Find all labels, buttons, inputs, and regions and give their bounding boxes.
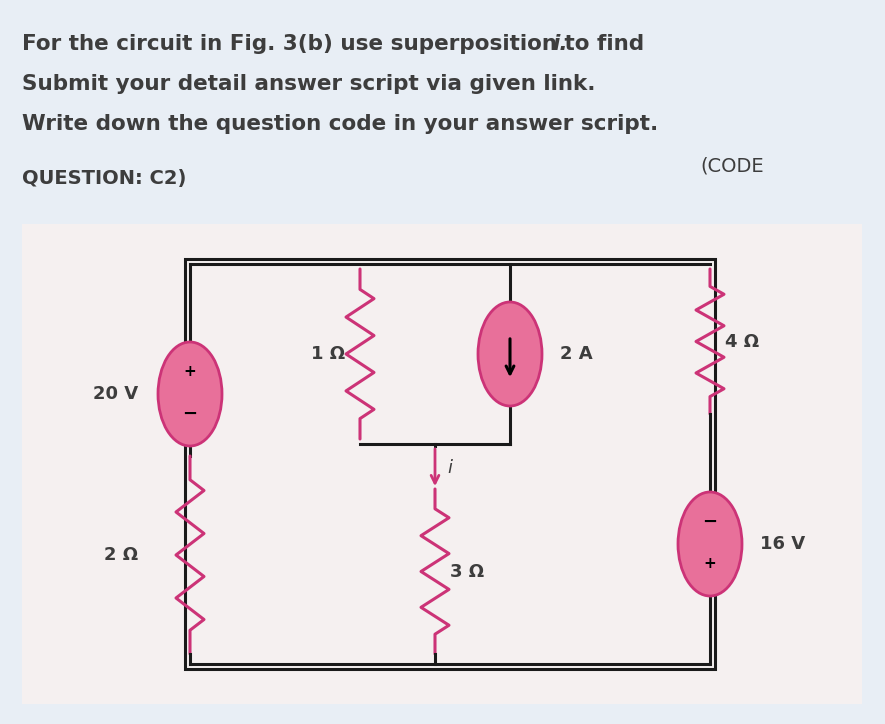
Text: 4 Ω: 4 Ω (725, 333, 759, 351)
Bar (185, 259, 715, 669)
Ellipse shape (158, 342, 222, 446)
Text: 20 V: 20 V (93, 385, 138, 403)
Ellipse shape (478, 302, 542, 406)
Text: QUESTION: C2): QUESTION: C2) (22, 169, 187, 188)
Text: 1 Ω: 1 Ω (311, 345, 345, 363)
FancyBboxPatch shape (22, 224, 862, 704)
Text: 2 A: 2 A (560, 345, 593, 363)
Text: Submit your detail answer script via given link.: Submit your detail answer script via giv… (22, 74, 596, 94)
Text: 3 Ω: 3 Ω (450, 563, 484, 581)
Text: Write down the question code in your answer script.: Write down the question code in your ans… (22, 114, 658, 134)
Text: 2 Ω: 2 Ω (104, 546, 138, 564)
Text: For the circuit in Fig. 3(b) use superposition to find: For the circuit in Fig. 3(b) use superpo… (22, 34, 651, 54)
Text: 16 V: 16 V (760, 535, 805, 553)
Ellipse shape (678, 492, 742, 596)
Text: $i$: $i$ (447, 459, 454, 477)
Text: +: + (704, 557, 716, 571)
Text: i.: i. (552, 34, 567, 54)
Text: +: + (183, 364, 196, 379)
Text: −: − (703, 513, 718, 531)
Text: −: − (182, 405, 197, 423)
Text: (CODE: (CODE (700, 156, 764, 175)
